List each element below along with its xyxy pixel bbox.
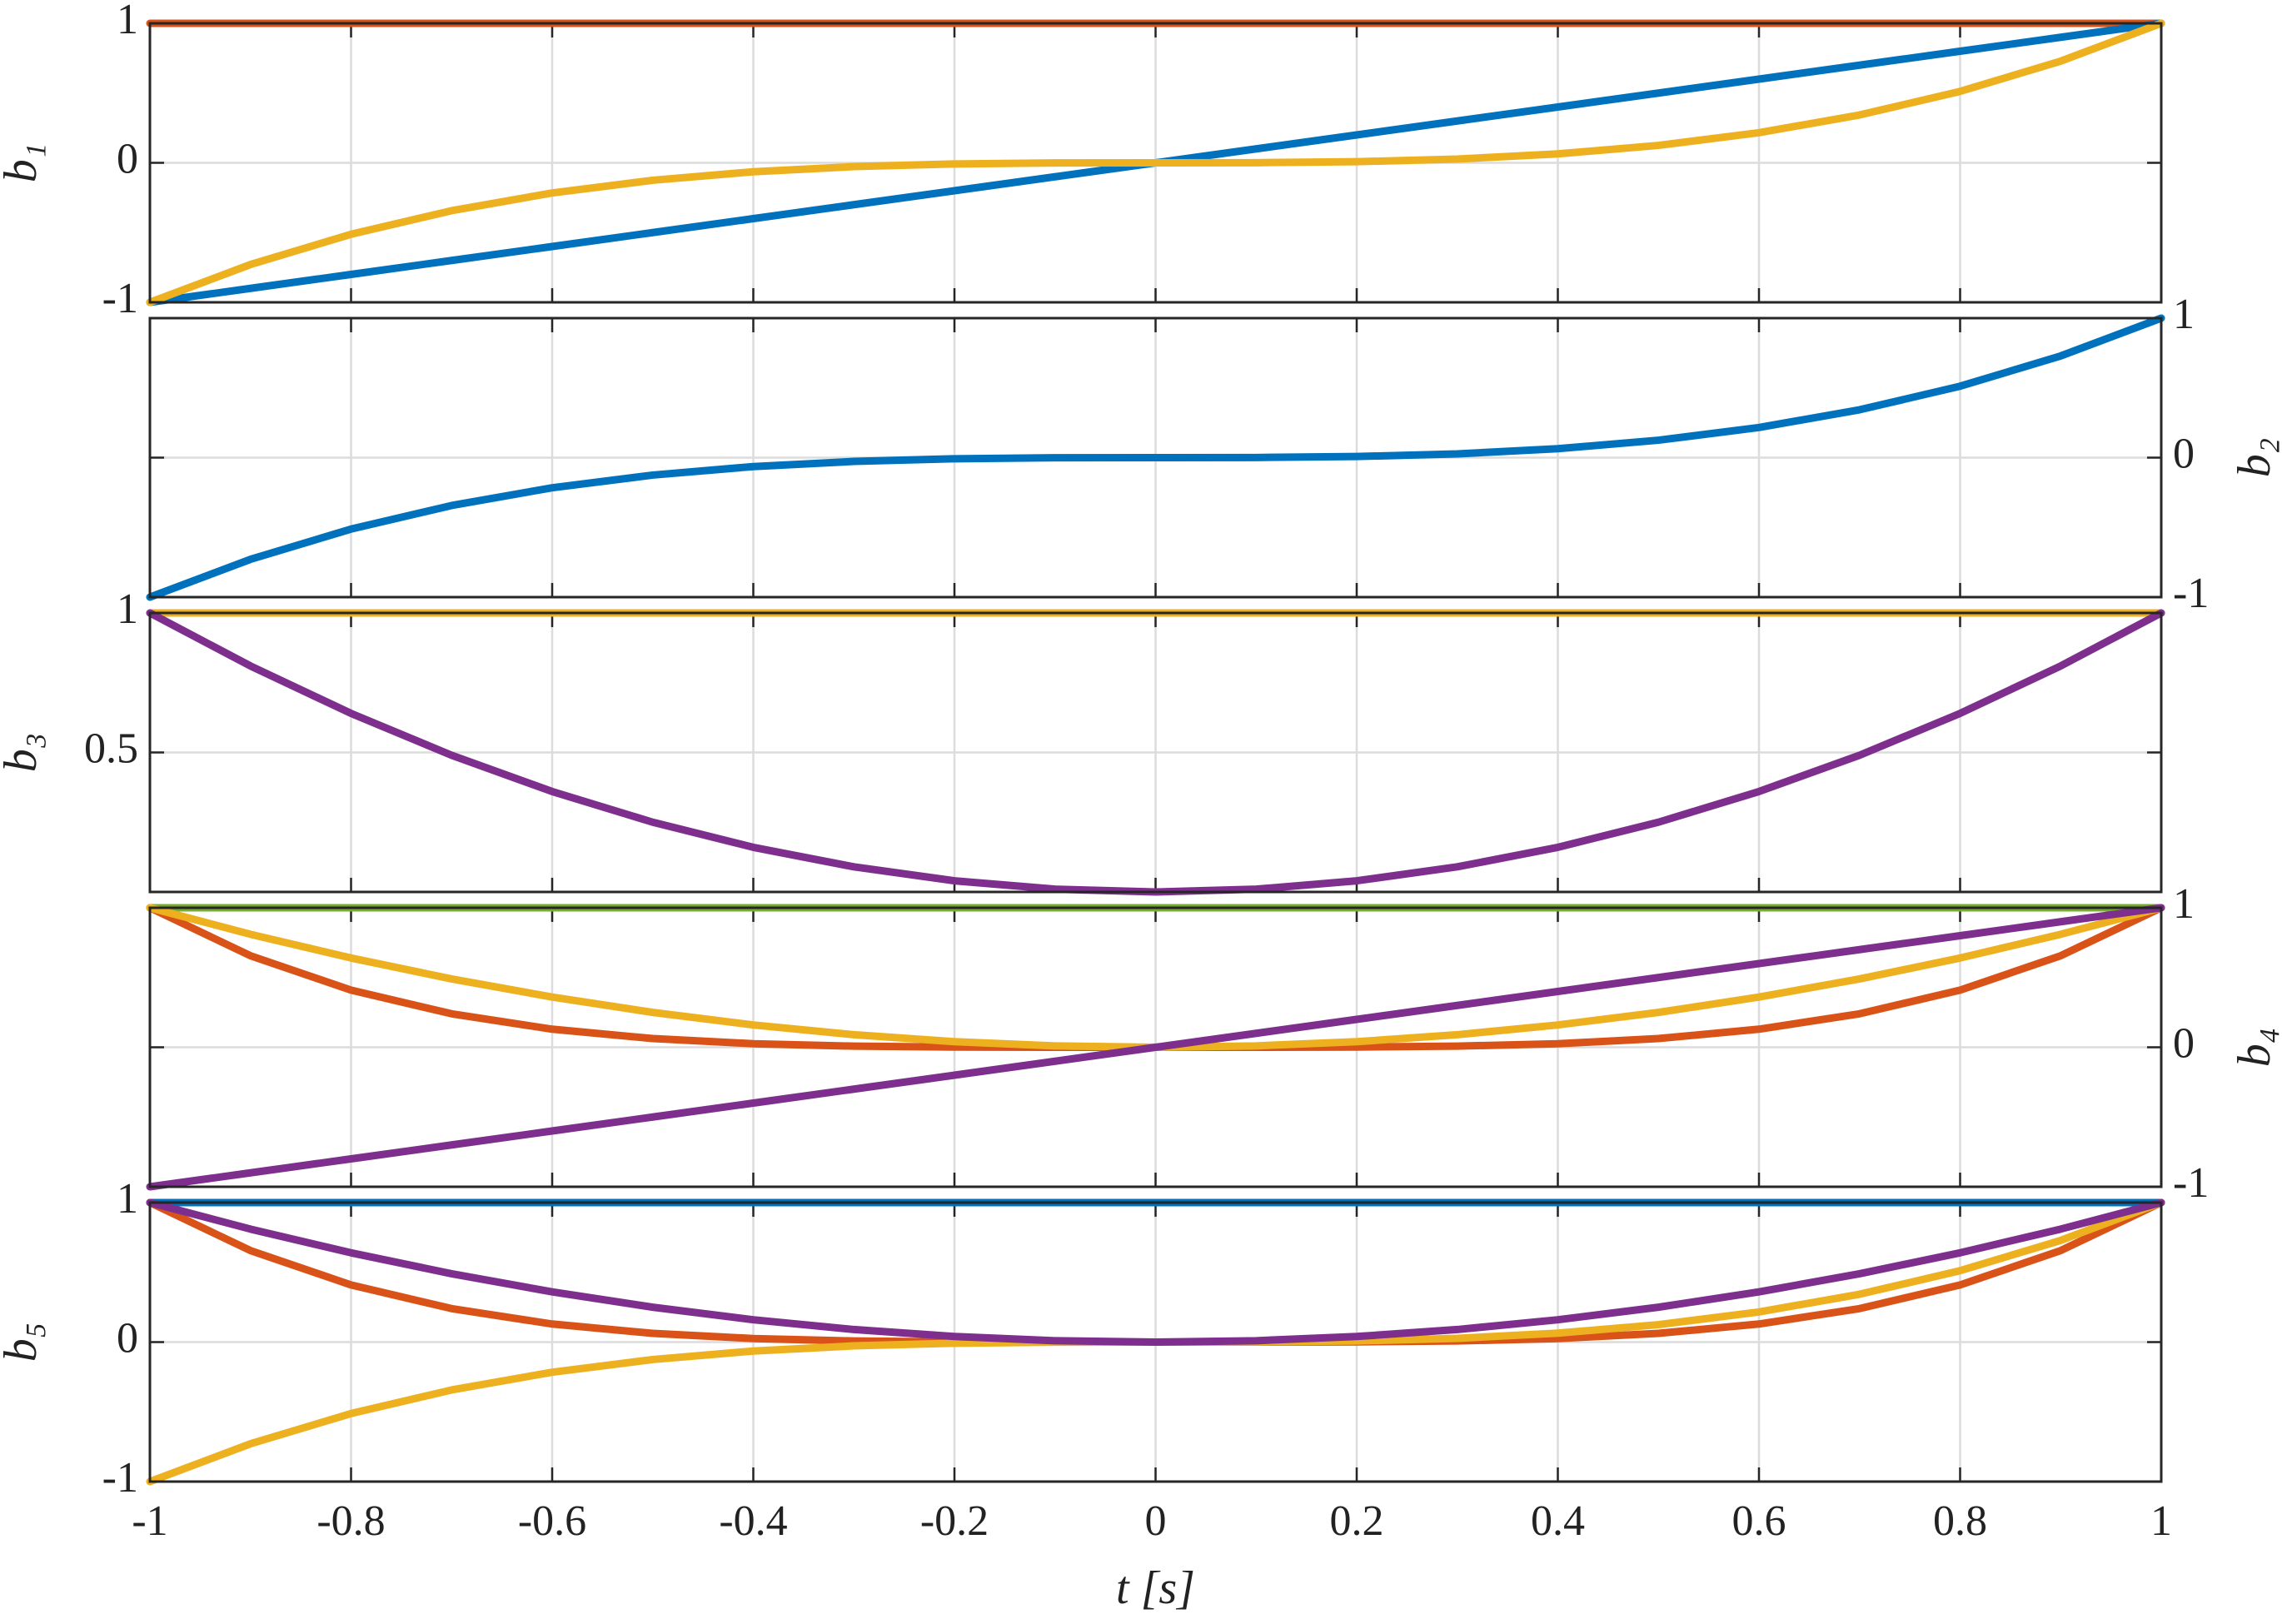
axes-frame: [148, 906, 2163, 1188]
x-tick-label: -0.8: [316, 1497, 385, 1545]
y-axis-label: b₄: [2229, 1028, 2280, 1067]
x-tick-label: -0.2: [920, 1497, 989, 1545]
line-series: [146, 314, 2165, 601]
y-tick-label: -1: [2173, 1159, 2209, 1207]
x-tick-label: 0.4: [1531, 1497, 1585, 1545]
y-tick-label: 0.5: [84, 725, 138, 772]
x-tick-label: 0.8: [1933, 1497, 1987, 1545]
axes-frame: [148, 611, 2163, 894]
y-tick-label: 1: [117, 585, 138, 633]
line-series: [146, 1198, 2165, 1346]
x-tick-label: -1: [132, 1497, 167, 1545]
y-tick-label: -1: [102, 1454, 138, 1502]
y-tick-label: 0: [2173, 430, 2195, 477]
line-series: [146, 19, 2165, 306]
y-axis-label: b₁: [0, 143, 47, 182]
y-tick-label: -1: [2173, 570, 2209, 617]
y-tick-label: -1: [102, 275, 138, 322]
y-tick-label: 0: [117, 1314, 138, 1362]
y-tick-label: 0: [2173, 1019, 2195, 1067]
x-tick-label: 0.2: [1330, 1497, 1384, 1545]
y-tick-label: 1: [117, 1175, 138, 1223]
line-series: [146, 904, 2165, 1191]
axes-frame: [148, 22, 2163, 304]
y-tick-label: 1: [2173, 880, 2195, 928]
x-axis-label: t [s]: [1116, 1562, 1195, 1614]
x-tick-label: 1: [2150, 1497, 2172, 1545]
axes-frame: [148, 1201, 2163, 1483]
x-tick-label: 0.6: [1732, 1497, 1786, 1545]
y-axis-label: b₂: [2229, 438, 2280, 477]
y-axis-label: b₅: [0, 1323, 47, 1362]
y-tick-label: 0: [117, 135, 138, 182]
y-tick-label: 1: [117, 0, 138, 43]
x-tick-label: -0.6: [518, 1497, 586, 1545]
x-tick-label: -0.4: [719, 1497, 787, 1545]
y-axis-label: b₃: [0, 733, 47, 772]
x-tick-label: 0: [1145, 1497, 1167, 1545]
y-tick-label: 1: [2173, 291, 2195, 338]
axes-frame: [148, 316, 2163, 599]
